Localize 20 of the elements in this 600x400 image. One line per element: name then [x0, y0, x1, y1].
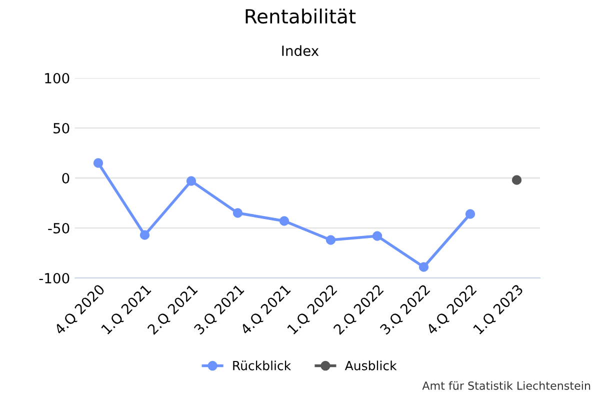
point: [93, 158, 104, 168]
point: [186, 176, 196, 186]
y-tick-label: -100: [39, 272, 70, 284]
y-tick-label: 50: [54, 122, 70, 134]
point: [512, 175, 522, 185]
point: [326, 235, 336, 245]
chart-title: Rentabilität: [246, 8, 356, 24]
y-tick-label: 0: [62, 172, 70, 184]
point: [140, 230, 150, 240]
y-tick-label: 100: [45, 72, 70, 84]
y-tick-label: -50: [48, 222, 70, 234]
point: [232, 208, 243, 218]
point: [418, 262, 429, 272]
text: Amt für Statistik Liechtenstein: [422, 381, 590, 390]
legend-label: Rückblick: [233, 360, 292, 370]
point: [279, 216, 290, 226]
point: [465, 209, 476, 219]
legend-label: Ausblick: [344, 360, 397, 370]
point: [372, 231, 382, 241]
chart-subtitle: Index: [282, 45, 319, 56]
